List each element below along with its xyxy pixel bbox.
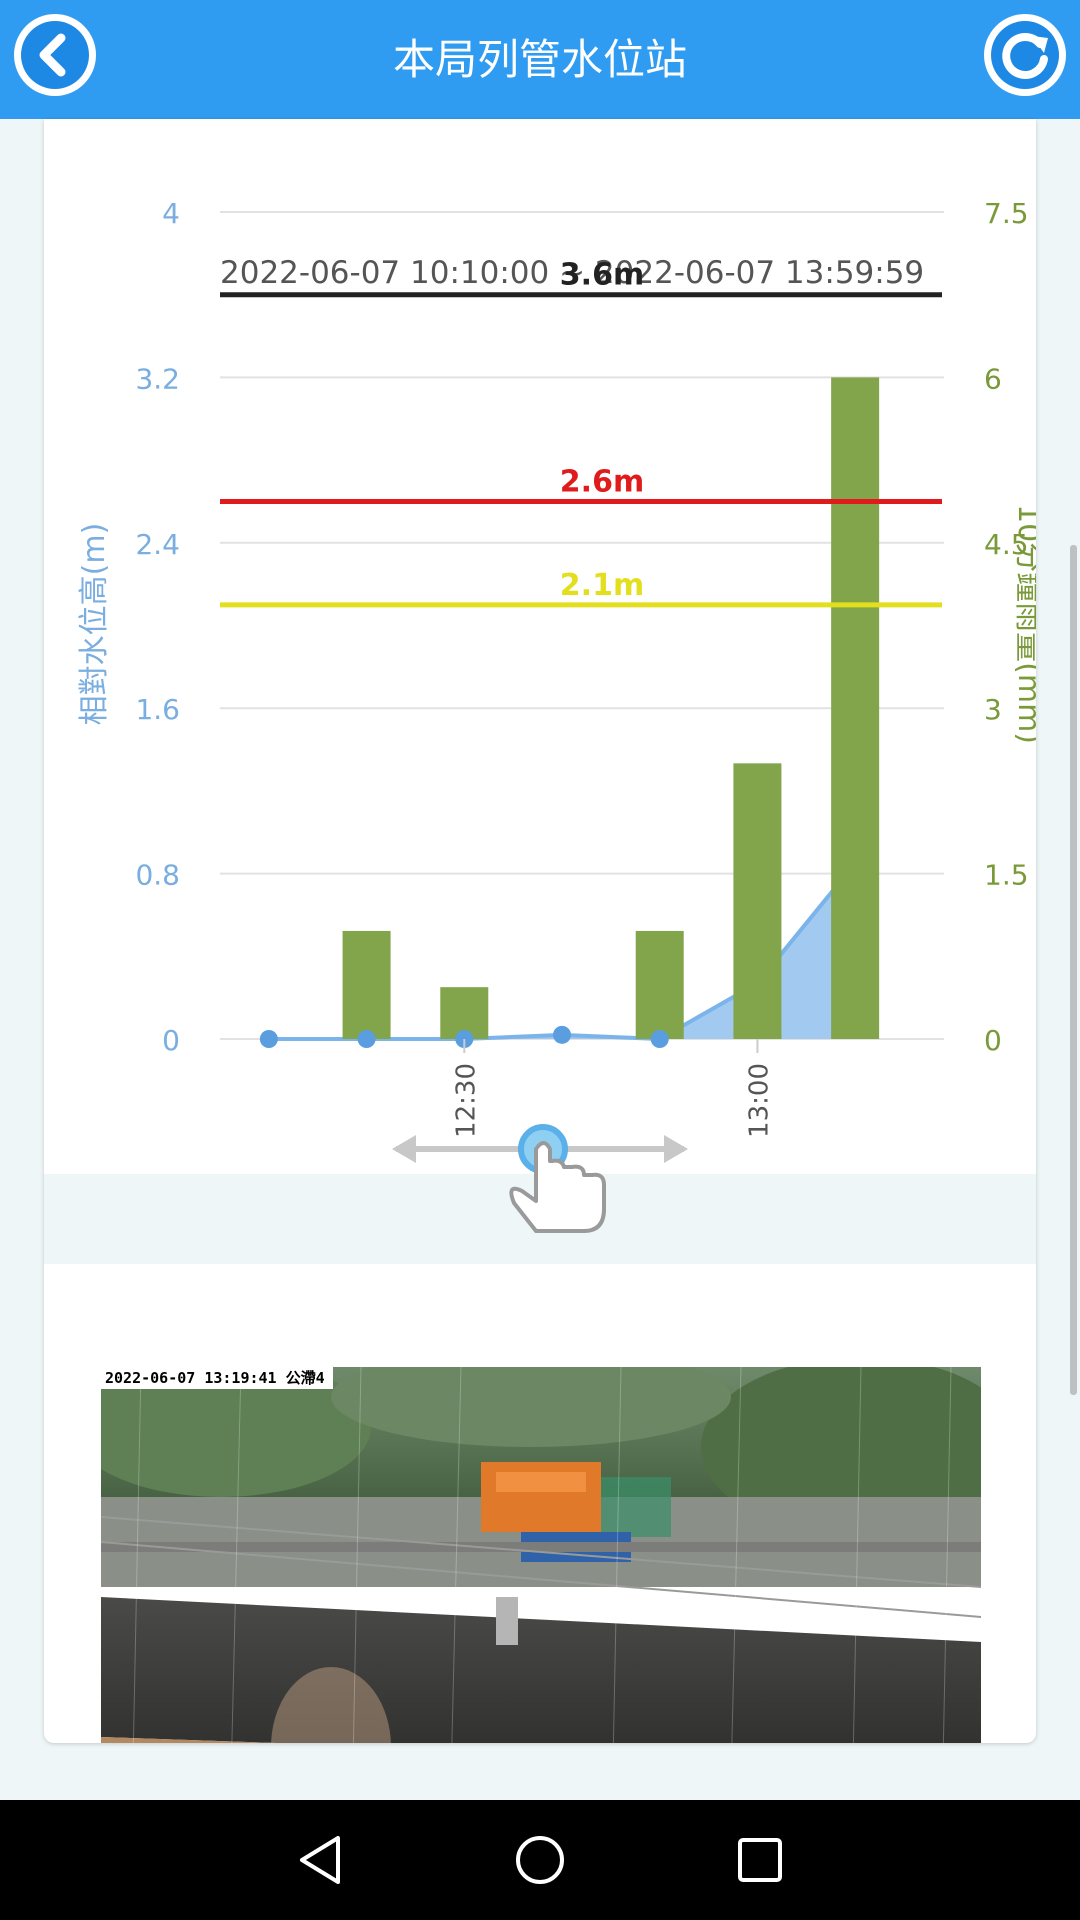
water-level-point — [553, 1025, 571, 1044]
threshold-label: 2.6m — [560, 464, 644, 499]
y-left-axis-title: 相對水位高(m) — [77, 523, 112, 726]
y-left-tick-label: 3.2 — [135, 362, 180, 395]
swipe-hand-icon — [392, 1124, 688, 1233]
y-left-tick-label: 0 — [162, 1024, 180, 1057]
water-level-chart[interactable]: 0 0 0.8 1.5 1.6 3 2.4 4.5 3.2 6 4 7.5 相對水位高(m) 10分鐘雨量… — [44, 119, 1036, 1179]
x-tick-label: 12:30 — [451, 1063, 481, 1138]
y-right-tick-label: 1.5 — [984, 859, 1029, 892]
y-right-tick-label: 7.5 — [984, 197, 1029, 230]
threshold-label: 2.1m — [560, 568, 644, 603]
rainfall-bar — [635, 930, 684, 1039]
station-card: 2022-06-07 10:10:00 ~ 2022-06-07 13:59:5… — [44, 119, 1036, 1743]
refresh-button[interactable] — [984, 14, 1066, 96]
nav-recents-icon[interactable] — [730, 1830, 790, 1890]
water-level-area — [268, 863, 856, 1039]
rainfall-bar — [342, 930, 391, 1039]
y-left-tick-label: 2.4 — [135, 528, 180, 561]
y-left-tick-label: 4 — [162, 197, 180, 230]
y-right-tick-label: 6 — [984, 362, 1002, 395]
y-left-tick-label: 1.6 — [135, 693, 180, 726]
water-level-point — [259, 1030, 278, 1048]
nav-home-icon[interactable] — [510, 1830, 570, 1890]
rainfall-bar — [733, 763, 782, 1039]
water-level-point — [357, 1030, 376, 1048]
threshold-label: 3.6m — [560, 258, 644, 293]
nav-back-icon[interactable] — [290, 1830, 350, 1890]
scrollbar[interactable] — [1070, 545, 1077, 1395]
camera-snapshot[interactable]: 2022-06-07 13:19:41 公滯4 — [101, 1367, 981, 1743]
swipe-hint — [392, 1124, 688, 1233]
system-nav-bar — [0, 1800, 1080, 1920]
y-right-axis-title: 10分鐘雨量(mm) — [1011, 504, 1036, 744]
page-title: 本局列管水位站 — [392, 35, 687, 84]
x-tick-label: 13:00 — [744, 1063, 774, 1138]
back-button[interactable] — [14, 14, 96, 96]
y-right-tick-label: 3 — [984, 693, 1002, 726]
y-right-tick-label: 4.5 — [984, 528, 1029, 561]
refresh-icon — [1002, 32, 1048, 79]
y-right-tick-label: 0 — [984, 1024, 1002, 1057]
y-left-tick-label: 0.8 — [135, 859, 180, 892]
time-range: 2022-06-07 10:10:00 ~ 2022-06-07 13:59:5… — [220, 255, 925, 291]
back-arrow-icon — [39, 33, 66, 77]
camera-timestamp: 2022-06-07 13:19:41 公滯4 — [101, 1367, 333, 1389]
rainfall-bar — [831, 377, 880, 1039]
app-header: 本局列管水位站 — [0, 0, 1080, 119]
water-level-point — [650, 1030, 669, 1048]
